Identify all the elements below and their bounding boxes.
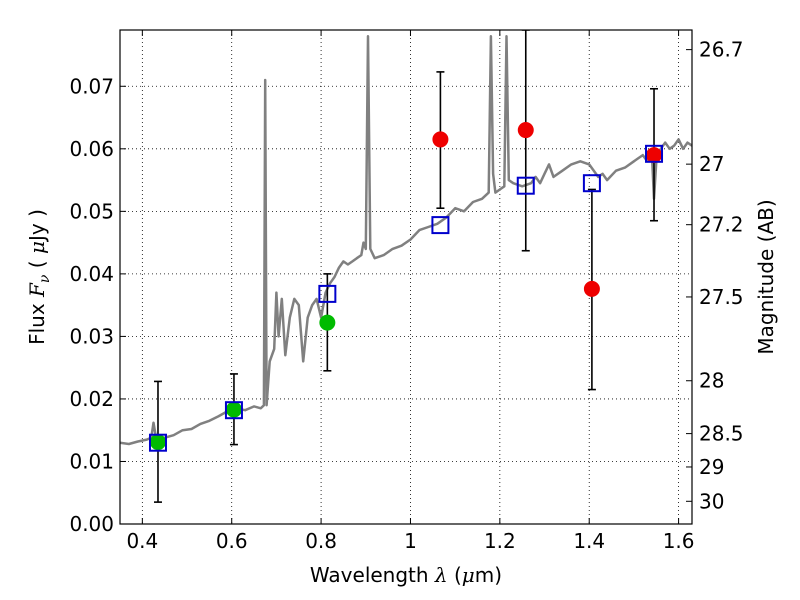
spectrum-line: [120, 35, 692, 446]
tick-layer: 0.4 0.6 0.8 1 1.2 1.4 1.6 0.00 0.01 0.02 0.03 0.04 0…: [69, 30, 744, 553]
y-tick-label: 0.05: [69, 199, 114, 223]
right-axis-label: Magnitude (AB): [754, 199, 778, 354]
spectrum-layer: [120, 35, 692, 446]
detection-point: [225, 401, 242, 418]
y-tick-label: 0.01: [69, 449, 114, 473]
right-tick-label: 27: [699, 152, 724, 176]
right-tick-label: 30: [699, 489, 724, 513]
x-tick-label: 1.4: [573, 529, 605, 553]
y-tick-label: 0.07: [69, 74, 114, 98]
red-point: [517, 122, 534, 139]
x-tick-label: 1.6: [663, 529, 695, 553]
x-tick-label: 0.6: [216, 529, 248, 553]
right-tick-label: 29: [699, 455, 724, 479]
x-tick-label: 0.8: [305, 529, 337, 553]
x-axis-label: Wavelength λ (μm): [310, 563, 502, 587]
red-point: [583, 280, 600, 297]
right-tick-label: 27.2: [699, 213, 744, 237]
y-tick-label: 0.02: [69, 387, 114, 411]
model-point: [516, 176, 535, 195]
x-tick-label: 1.2: [484, 529, 516, 553]
model-point: [582, 174, 601, 193]
right-tick-label: 28.5: [699, 422, 744, 446]
x-tick-label: 0.4: [126, 529, 158, 553]
model-point: [318, 284, 337, 303]
detection-point: [319, 314, 336, 331]
marker-layer: [148, 122, 664, 452]
red-point: [646, 147, 663, 164]
model-point: [645, 144, 664, 163]
red-point: [432, 131, 449, 148]
right-tick-label: 26.7: [699, 38, 744, 62]
x-tick-label: 1: [404, 529, 417, 553]
model-point: [148, 433, 167, 452]
y-tick-label: 0.03: [69, 324, 114, 348]
y-tick-label: 0.00: [69, 512, 114, 536]
model-point: [224, 401, 243, 420]
detection-point: [149, 434, 166, 451]
right-tick-label: 28: [699, 369, 724, 393]
plot-frame: [119, 29, 693, 525]
y-axis-label: Flux Fν ( μJy ): [25, 209, 53, 345]
y-tick-label: 0.06: [69, 137, 114, 161]
right-tick-label: 27.5: [699, 285, 744, 309]
y-tick-label: 0.04: [69, 262, 114, 286]
model-point: [431, 216, 450, 235]
